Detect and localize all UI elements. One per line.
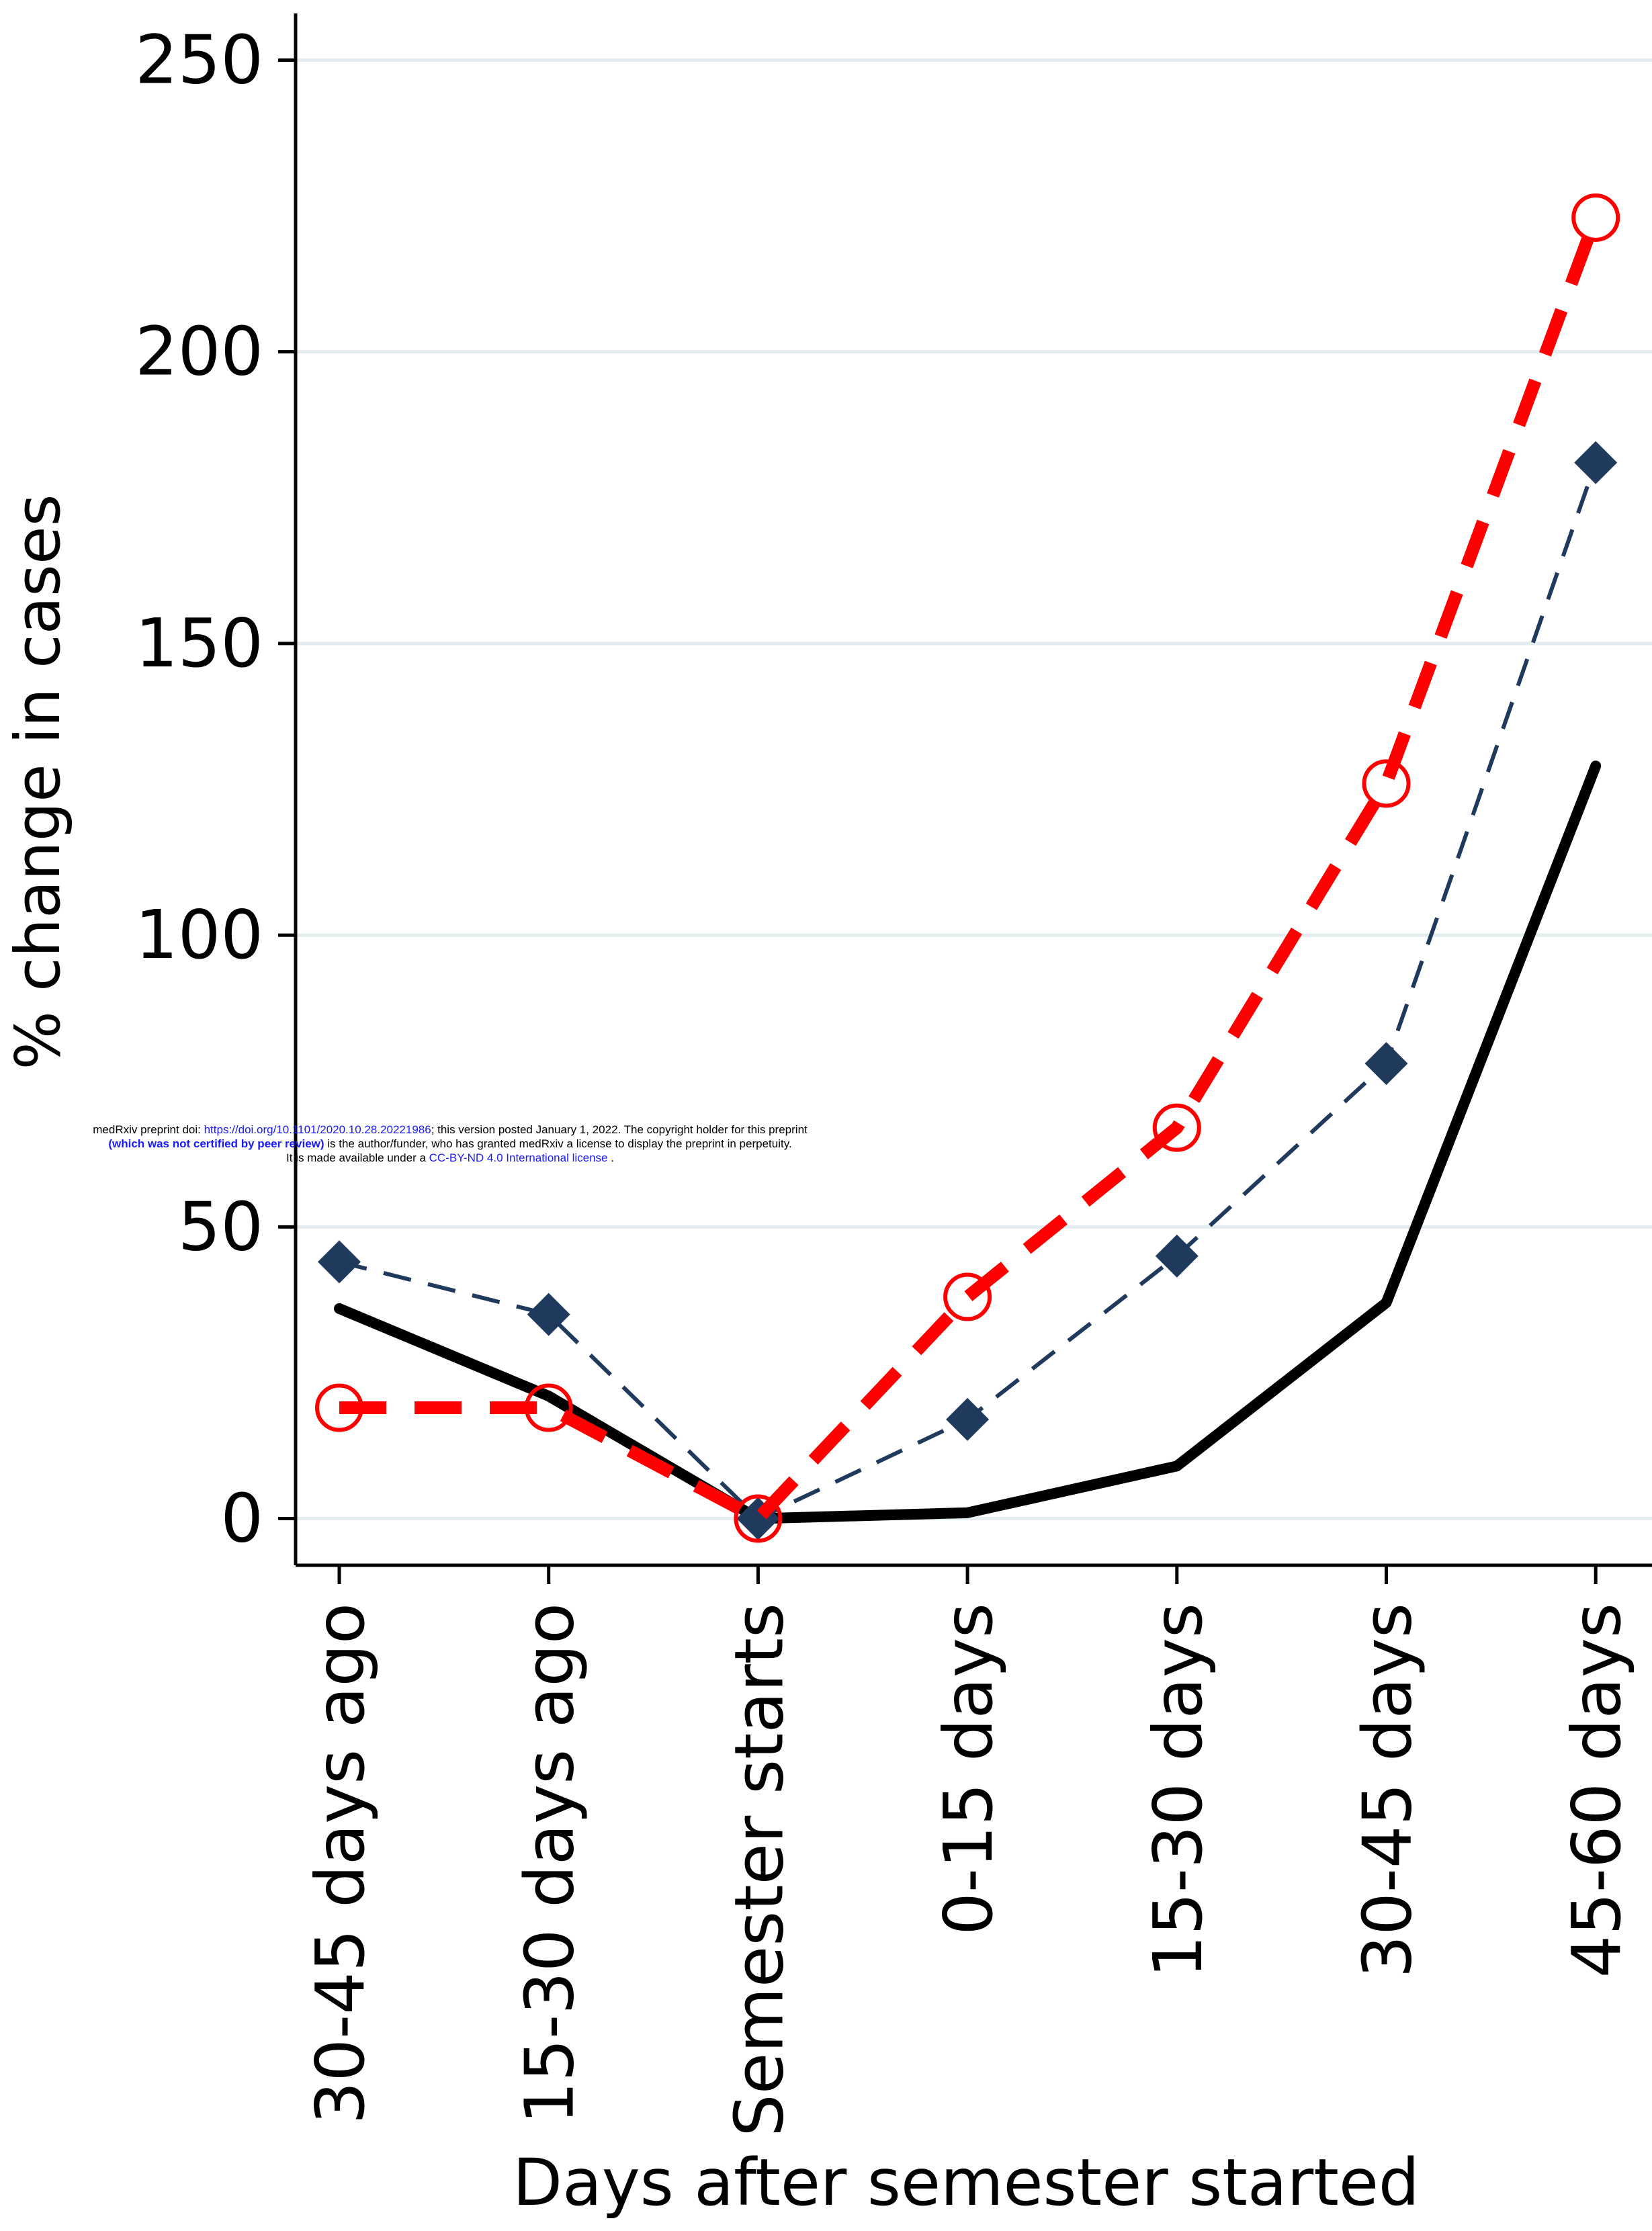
banner-line-3: It is made available under a CC-BY-ND 4.… <box>0 1151 900 1165</box>
series-0-line <box>334 760 1602 1524</box>
y-tick-label-100: 100 <box>135 895 263 974</box>
y-tick-label-50: 50 <box>178 1187 263 1266</box>
series-1-point-3 <box>946 1397 990 1441</box>
y-tick-label-200: 200 <box>135 312 263 391</box>
banner-line-1: medRxiv preprint doi: https://doi.org/10… <box>0 1123 900 1137</box>
series-1-point-5 <box>1364 1042 1408 1086</box>
peer-review-note: (which was not certified by peer review) <box>108 1137 324 1150</box>
x-axis-ticks: 30-45 days ago 15-30 days ago Semester sta… <box>301 1565 1636 2137</box>
series-2-line <box>339 215 1602 1526</box>
series-2-point-6 <box>1571 193 1620 242</box>
series-1-point-1 <box>527 1293 570 1336</box>
series-1-point-6 <box>1574 441 1618 484</box>
series-2-point-1 <box>524 1383 573 1432</box>
x-tick-label-2: Semester starts <box>720 1603 798 2137</box>
gridlines <box>296 58 1652 1521</box>
x-tick-label-3: 0-15 days <box>929 1603 1008 1935</box>
series-1-point-4 <box>1155 1234 1199 1278</box>
axes <box>294 13 1652 1567</box>
series-2-point-4 <box>1152 1103 1201 1152</box>
y-tick-label-250: 250 <box>135 20 263 99</box>
preprint-banner: medRxiv preprint doi: https://doi.org/10… <box>0 1123 900 1165</box>
y-tick-label-0: 0 <box>220 1479 263 1558</box>
x-tick-label-5: 30-45 days <box>1348 1603 1427 1978</box>
series-2-point-2 <box>734 1494 783 1543</box>
series-2-point-3 <box>943 1272 992 1321</box>
y-tick-label-150: 150 <box>135 604 263 683</box>
series-1-line <box>339 462 1598 1521</box>
banner-line-1-suffix: ; this version posted January 1, 2022. T… <box>431 1123 808 1136</box>
banner-line-2-suffix: is the author/funder, who has granted me… <box>324 1137 792 1150</box>
x-tick-label-0: 30-45 days ago <box>301 1603 380 2124</box>
banner-line-3-suffix: . <box>607 1151 614 1164</box>
banner-line-3-prefix: It is made available under a <box>286 1151 429 1164</box>
banner-line-1-prefix: medRxiv preprint doi: <box>93 1123 204 1136</box>
license-link[interactable]: CC-BY-ND 4.0 International license <box>429 1151 608 1164</box>
series-2-point-0 <box>315 1383 363 1432</box>
series-2-point-5 <box>1362 759 1411 808</box>
x-tick-label-6: 45-60 days <box>1557 1603 1636 1978</box>
banner-line-2: (which was not certified by peer review)… <box>0 1137 900 1151</box>
series-1-point-0 <box>318 1240 361 1284</box>
y-axis-ticks: 0 50 100 150 200 250 <box>135 20 296 1558</box>
y-axis-title: % change in cases <box>2 494 74 1069</box>
x-axis-title: Days after semester started <box>513 2145 1420 2220</box>
doi-link[interactable]: https://doi.org/10.1101/2020.10.28.20221… <box>204 1123 431 1136</box>
x-tick-label-1: 15-30 days ago <box>511 1603 589 2124</box>
series-group <box>315 193 1620 1543</box>
x-tick-label-4: 15-30 days <box>1139 1603 1217 1978</box>
